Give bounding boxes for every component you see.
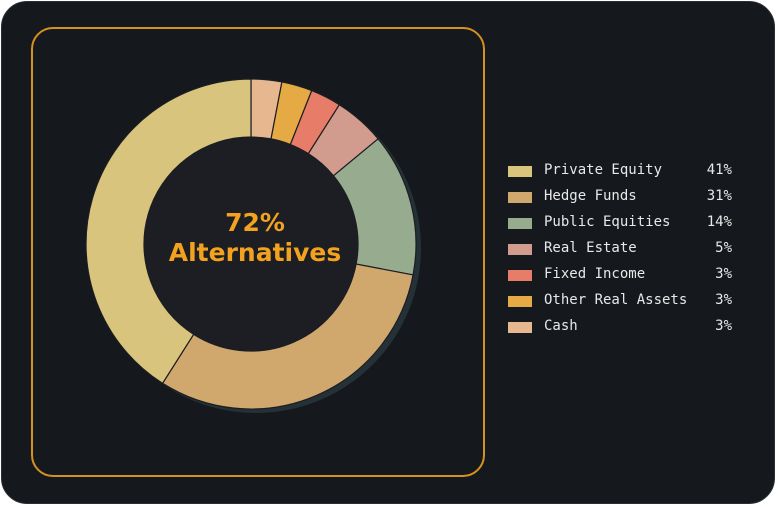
legend-item: Other Real Assets 3% xyxy=(508,290,740,316)
legend-value: 41% xyxy=(706,162,732,178)
legend-label: Other Real Assets xyxy=(544,292,688,308)
legend-label: Cash xyxy=(544,318,578,334)
legend-value: 31% xyxy=(706,188,732,204)
chart-legend: Private Equity 41% Hedge Funds 31% Public Eq… xyxy=(508,160,740,342)
legend-value: 3% xyxy=(715,292,732,308)
legend-label: Private Equity xyxy=(544,162,663,178)
donut-center-label: 72% Alternatives xyxy=(150,208,360,268)
legend-value: 14% xyxy=(706,214,732,230)
legend-label: Hedge Funds xyxy=(544,188,637,204)
legend-swatch xyxy=(508,166,532,177)
legend-value: 3% xyxy=(715,266,732,282)
legend-item: Public Equities 14% xyxy=(508,212,740,238)
legend-item: Fixed Income 3% xyxy=(508,264,740,290)
legend-value: 3% xyxy=(715,318,732,334)
chart-frame xyxy=(31,27,485,477)
legend-value: 5% xyxy=(715,240,732,256)
legend-item: Real Estate 5% xyxy=(508,238,740,264)
legend-swatch xyxy=(508,192,532,203)
legend-item: Private Equity 41% xyxy=(508,160,740,186)
center-percentage: 72% xyxy=(225,208,285,237)
legend-item: Cash 3% xyxy=(508,316,740,342)
legend-item: Hedge Funds 31% xyxy=(508,186,740,212)
legend-label: Real Estate xyxy=(544,240,637,256)
donut-hole xyxy=(144,137,358,351)
legend-label: Fixed Income xyxy=(544,266,646,282)
center-caption: Alternatives xyxy=(168,238,342,267)
legend-swatch xyxy=(508,218,532,229)
legend-swatch xyxy=(508,244,532,255)
legend-swatch xyxy=(508,296,532,307)
legend-label: Public Equities xyxy=(544,214,671,230)
legend-swatch xyxy=(508,322,532,333)
legend-swatch xyxy=(508,270,532,281)
